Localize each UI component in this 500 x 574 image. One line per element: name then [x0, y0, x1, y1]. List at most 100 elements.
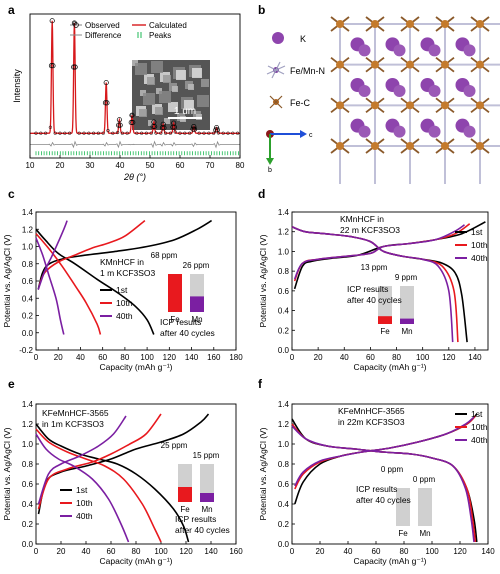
y-tick-label: 1.4 — [278, 208, 290, 217]
observed-point — [235, 131, 240, 135]
legend-label: 10th — [471, 422, 488, 432]
legend-label: 1st — [76, 485, 88, 495]
y-tick-label: 0.0 — [22, 329, 34, 338]
x-tick-label: 20 — [316, 547, 325, 556]
legend-observed-label: Observed — [85, 21, 120, 30]
icp-bar — [200, 493, 214, 502]
fe-mn-n-bond — [266, 69, 277, 75]
panel-letter-c: c — [8, 187, 15, 201]
series-line-1st-discharge — [35, 228, 155, 335]
k-atom-icon — [272, 32, 284, 44]
series-line-10th-discharge — [35, 428, 162, 543]
icp-background-bar — [200, 464, 214, 502]
observed-point — [104, 100, 110, 106]
y-tick-label: 0.4 — [22, 500, 34, 509]
icp-value-label: 25 ppm — [161, 441, 188, 450]
k-atom — [428, 44, 441, 57]
panel-c: 0 20 40 60 80 100 120 140 160 180 -0.2 0.0 0.2 0.4 0.6… — [2, 208, 243, 372]
x-tick-label: 40 — [76, 353, 85, 362]
legend-label: 10th — [471, 240, 488, 250]
x-tick-label: 0 — [290, 547, 295, 556]
fe-c-atom — [336, 60, 344, 69]
x-tick-label: 20 — [57, 547, 66, 556]
fe-c-bond — [269, 101, 277, 109]
observed-point — [160, 121, 166, 127]
observed-point — [58, 131, 62, 135]
icp-caption: after 40 cycles — [175, 525, 230, 535]
x-tick-label: 120 — [442, 353, 456, 362]
panel-e: 0 20 40 60 80 100 120 140 160 0.0 0.2 0.4 0.6 0.8 1.0 1… — [2, 400, 243, 566]
observed-point — [226, 131, 230, 135]
y-axis-label: Potential vs. Ag/AgCl (V) — [258, 427, 268, 520]
observed-point — [116, 117, 122, 123]
x-tick-label: 20 — [314, 353, 323, 362]
observed-point — [191, 123, 197, 130]
c-axis-arrow-head — [300, 130, 307, 138]
icp-caption: ICP results — [356, 484, 397, 494]
y-tick-label: 0.4 — [278, 500, 290, 509]
y-tick-label: 1.2 — [22, 420, 34, 429]
x-tick-label: 100 — [416, 353, 430, 362]
panel-letter-a: a — [8, 3, 15, 17]
observed-point — [211, 131, 216, 135]
observed-point — [139, 131, 144, 135]
sem-cube — [168, 102, 178, 112]
observed-point — [149, 131, 153, 135]
panel-title: in 22m KCF3SO3 — [338, 417, 405, 427]
k-atom — [393, 125, 406, 138]
icp-value-label: 26 ppm — [183, 261, 210, 270]
fe-c-bond — [269, 95, 277, 103]
fe-c-atom — [441, 142, 449, 150]
y-tick-label: 0.8 — [22, 260, 34, 269]
observed-point — [63, 131, 67, 135]
observed-point — [154, 131, 158, 135]
icp-category-label: Mn — [191, 315, 202, 324]
icp-category-label: Mn — [401, 327, 412, 336]
legend-label: 1st — [471, 409, 483, 419]
fe-c-atom — [371, 142, 379, 150]
x-tick-label: 60 — [98, 353, 107, 362]
fe-c-bond — [275, 101, 283, 109]
sem-cube — [139, 109, 147, 117]
series-line-40th-charge — [37, 415, 127, 505]
x-tick-label: 0 — [290, 353, 295, 362]
fe-c-atom — [406, 20, 414, 28]
y-tick-label: 0.8 — [278, 460, 290, 469]
fe-c-atom — [476, 142, 484, 150]
series-line-40th-charge — [293, 224, 465, 280]
x-tick-label: 20 — [54, 353, 63, 362]
series-line-1st-discharge — [291, 418, 478, 543]
calculated-line — [30, 20, 240, 134]
observed-point — [49, 18, 55, 24]
x-tick-label: 120 — [179, 547, 193, 556]
scale-bar-label: 1 um — [174, 106, 196, 117]
plot-frame — [291, 403, 489, 545]
icp-value-label: 13 ppm — [361, 263, 388, 272]
observed-point — [106, 128, 110, 133]
panel-letter-d: d — [258, 187, 265, 201]
series-line-40th-charge — [37, 220, 68, 290]
panel-letter-e: e — [8, 377, 15, 391]
y-axis-label: Intensity — [12, 69, 22, 103]
x-tick-label: 140 — [204, 547, 218, 556]
observed-point — [72, 21, 77, 25]
y-tick-label: 0.0 — [22, 540, 34, 549]
y-tick-label: 0.0 — [278, 346, 290, 355]
observed-point — [111, 131, 115, 135]
icp-value-label: 68 ppm — [151, 251, 178, 260]
observed-point — [39, 131, 43, 135]
icp-bar — [190, 296, 204, 312]
series-line-40th-discharge — [291, 425, 475, 543]
observed-point — [129, 112, 135, 118]
x-tick-label: 70 — [206, 161, 215, 170]
observed-point — [77, 131, 81, 135]
fe-c-atom — [336, 20, 344, 28]
fe-c-atom — [476, 101, 484, 110]
legend-difference-label: Difference — [85, 31, 122, 40]
sem-cube — [197, 95, 209, 107]
x-tick-label: 60 — [107, 547, 116, 556]
